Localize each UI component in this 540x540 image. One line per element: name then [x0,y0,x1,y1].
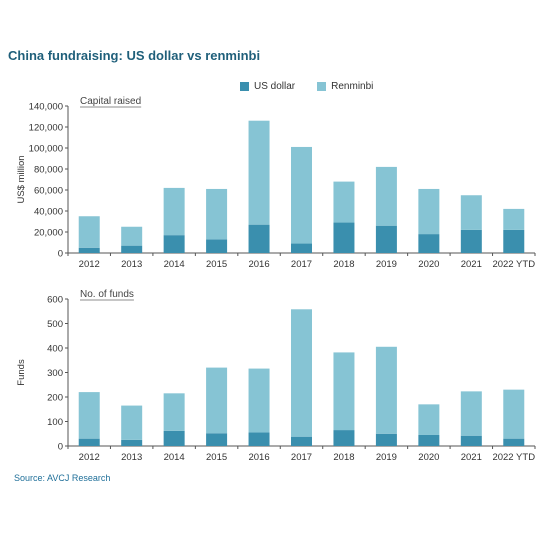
bar-segment-usd [460,229,482,253]
bar-segment-rmb [503,208,525,230]
bar-segment-usd [248,224,270,253]
x-tick-label: 2022 YTD [492,452,535,463]
source-note: Source: AVCJ Research [14,473,111,483]
x-tick-label: 2017 [291,452,312,463]
y-tick-label: 120,000 [29,123,63,134]
bar-segment-rmb [291,309,312,437]
y-tick-label: 100,000 [29,144,63,155]
y-tick-label: 0 [58,249,63,260]
bar-segment-rmb [78,392,100,439]
bar-segment-usd [333,430,355,446]
x-tick-label: 2019 [376,259,397,270]
y-tick-label: 80,000 [34,165,63,176]
legend-item-usd: US dollar [240,81,295,92]
legend-swatch-rmb [317,82,327,91]
bar-segment-usd [375,433,397,446]
y-tick-label: 60,000 [34,186,63,197]
bar-segment-usd [333,222,355,253]
x-tick-label: 2020 [418,259,439,270]
bar-segment-rmb [460,391,482,436]
y-tick-label: 20,000 [34,228,63,239]
bar-segment-usd [121,245,143,253]
x-tick-label: 2015 [206,259,227,270]
y-tick-label: 500 [47,319,63,330]
y-tick-label: 0 [58,442,63,453]
legend: US dollar Renminbi [240,81,373,92]
bar-segment-usd [163,235,185,253]
x-tick-label: 2020 [418,452,439,463]
x-tick-label: 2015 [206,452,227,463]
x-tick-label: 2013 [121,259,142,270]
legend-item-rmb: Renminbi [317,81,373,92]
x-tick-label: 2021 [461,452,482,463]
bar-segment-rmb [78,216,100,248]
bar-segment-usd [375,225,397,253]
bar-segment-usd [503,438,525,446]
bar-segment-usd [460,435,482,446]
x-tick-label: 2017 [291,259,312,270]
bar-segment-rmb [503,389,525,439]
bar-segment-rmb [333,181,355,223]
bar-segment-usd [206,433,228,446]
legend-label-usd: US dollar [254,81,296,92]
bar-segment-usd [206,239,228,253]
x-tick-label: 2014 [164,259,185,270]
legend-swatch-usd [240,82,249,91]
bar-segment-rmb [206,188,228,240]
bar-segment-rmb [248,120,270,225]
y-tick-label: 40,000 [34,207,63,218]
bar-segment-rmb [248,368,270,433]
x-tick-label: 2012 [79,452,100,463]
bar-segment-usd [291,243,312,253]
x-tick-label: 2016 [248,452,269,463]
panel-subtitle: Capital raised [80,96,141,107]
bar-segment-usd [78,247,100,253]
bar-segment-usd [503,229,525,253]
x-tick-label: 2016 [248,259,269,270]
bar-segment-rmb [121,405,143,440]
bar-segment-rmb [418,188,440,235]
x-tick-label: 2012 [79,259,100,270]
bar-segment-rmb [333,352,355,431]
panel-subtitle: No. of funds [80,289,134,300]
y-tick-label: 100 [47,417,63,428]
x-tick-label: 2021 [461,259,482,270]
bar-segment-usd [78,438,100,446]
bar-segment-rmb [460,195,482,230]
bar-segment-usd [121,439,143,446]
y-tick-label: 300 [47,368,63,379]
y-tick-label: 400 [47,344,63,355]
bar-segment-rmb [121,226,143,246]
legend-label-rmb: Renminbi [331,81,374,92]
x-tick-label: 2019 [376,452,397,463]
y-tick-label: 140,000 [29,102,63,113]
x-tick-label: 2013 [121,452,142,463]
y-tick-label: 600 [47,295,63,306]
bar-segment-rmb [291,146,312,244]
x-tick-label: 2018 [333,259,354,270]
bar-segment-usd [248,432,270,446]
y-tick-label: 200 [47,393,63,404]
bar-segment-rmb [206,367,228,434]
x-tick-label: 2018 [333,452,354,463]
y-axis-label: US$ million [16,155,27,203]
chart-title: China fundraising: US dollar vs renminbi [8,48,261,63]
x-tick-label: 2022 YTD [492,259,535,270]
bar-segment-rmb [163,187,185,236]
bar-segment-rmb [163,393,185,431]
bar-segment-rmb [375,346,397,434]
bar-segment-usd [163,430,185,446]
bar-segment-rmb [375,166,397,226]
bar-segment-rmb [418,404,440,435]
bar-segment-usd [291,436,312,446]
y-axis-label: Funds [16,359,27,386]
x-tick-label: 2014 [164,452,185,463]
bar-segment-usd [418,434,440,446]
bar-segment-usd [418,234,440,253]
